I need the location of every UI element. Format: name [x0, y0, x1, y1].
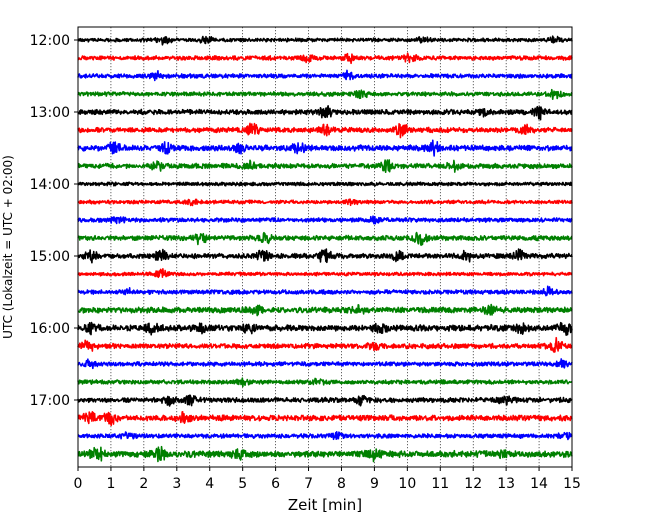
trace-row-1745 [77, 445, 573, 463]
trace-row-1230 [77, 69, 573, 82]
y-tick-label-4: 16:00 [30, 321, 70, 337]
x-tick-label-1: 1 [106, 476, 115, 492]
trace-row-1215 [77, 52, 573, 65]
x-tick-label-5: 5 [238, 476, 247, 492]
trace-row-1400 [77, 181, 573, 187]
x-tick-label-12: 12 [464, 476, 482, 492]
x-grid [110, 27, 540, 467]
trace-row-1700 [77, 394, 573, 407]
trace-row-1645 [77, 377, 573, 388]
x-axis-label: Zeit [min] [288, 496, 362, 514]
y-tick-label-1: 13:00 [30, 105, 70, 121]
trace-row-1200 [77, 35, 573, 46]
trace-row-1445 [77, 231, 573, 247]
trace-row-1430 [77, 215, 573, 225]
x-tick-label-13: 13 [497, 476, 515, 492]
y-tick-label-0: 12:00 [30, 33, 70, 49]
x-tick-label-7: 7 [304, 476, 313, 492]
trace-row-1530 [77, 285, 573, 297]
trace-rows [77, 35, 573, 463]
trace-row-1245 [77, 88, 573, 101]
trace-row-1730 [77, 430, 573, 441]
y-tick-label-5: 17:00 [30, 393, 70, 409]
x-tick-label-14: 14 [530, 476, 548, 492]
x-tick-label-6: 6 [271, 476, 280, 492]
trace-row-1715 [77, 410, 573, 427]
x-tick-label-3: 3 [172, 476, 181, 492]
x-tick-label-11: 11 [431, 476, 449, 492]
x-tick-label-4: 4 [205, 476, 214, 492]
x-tick-label-8: 8 [337, 476, 346, 492]
y-axis-label: UTC (Lokalzeit = UTC + 02:00) [1, 155, 15, 339]
trace-row-1630 [77, 358, 573, 370]
trace-row-1600 [77, 321, 573, 336]
y-tick-label-2: 14:00 [30, 177, 70, 193]
plot-frame [77, 26, 573, 468]
trace-row-1615 [77, 336, 573, 353]
x-tick-label-2: 2 [139, 476, 148, 492]
x-ticks: 0 1 2 3 4 5 6 7 8 9 10 11 12 13 14 15 [74, 467, 581, 492]
y-tick-label-3: 15:00 [30, 249, 70, 265]
trace-row-1330 [77, 139, 573, 157]
x-tick-label-10: 10 [398, 476, 416, 492]
x-tick-label-9: 9 [370, 476, 379, 492]
y-ticks: 12:00 13:00 14:00 15:00 16:00 17:00 [30, 33, 78, 409]
trace-row-1415 [77, 198, 573, 207]
x-tick-label-0: 0 [74, 476, 83, 492]
trace-row-1300 [77, 105, 573, 121]
trace-row-1500 [77, 248, 573, 264]
trace-row-1345 [77, 159, 573, 174]
trace-row-1515 [77, 268, 573, 279]
x-tick-label-15: 15 [563, 476, 581, 492]
trace-row-1545 [77, 303, 573, 317]
trace-row-1315 [77, 122, 573, 139]
